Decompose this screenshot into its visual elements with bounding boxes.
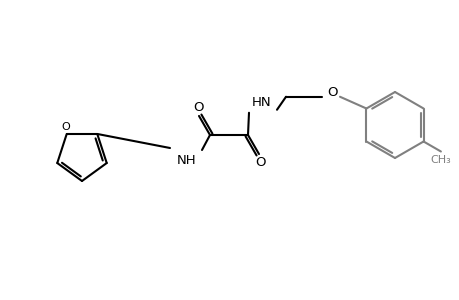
- Text: O: O: [255, 156, 266, 169]
- Text: O: O: [193, 101, 204, 114]
- Text: O: O: [327, 86, 337, 99]
- Text: HN: HN: [252, 96, 271, 109]
- Text: O: O: [61, 122, 70, 132]
- Text: CH₃: CH₃: [430, 154, 450, 164]
- Text: NH: NH: [177, 154, 196, 167]
